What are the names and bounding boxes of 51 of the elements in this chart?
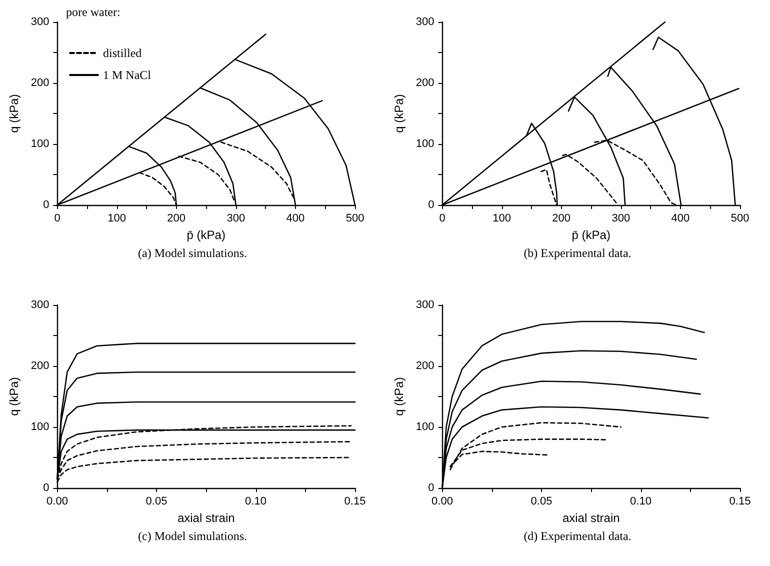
x-tick-label: 300 bbox=[226, 212, 246, 224]
x-axis-title: axial strain bbox=[562, 510, 620, 525]
x-tick-label: 0 bbox=[439, 212, 446, 224]
y-tick-label: 200 bbox=[416, 360, 434, 372]
x-axis-title: p̄ (kPa) bbox=[186, 228, 226, 242]
y-tick-label: 300 bbox=[30, 16, 50, 28]
legend-label: 1 M NaCl bbox=[103, 68, 152, 82]
x-tick-label: 0.00 bbox=[432, 496, 453, 508]
text: (d) Experimental data. bbox=[524, 529, 632, 543]
x-tick-label: 400 bbox=[671, 212, 690, 224]
x-tick-label: 0.05 bbox=[530, 496, 552, 508]
x-axis-title: axial strain bbox=[177, 510, 235, 525]
x-tick-label: 0 bbox=[54, 212, 60, 224]
x-tick-label: 0.10 bbox=[245, 496, 266, 508]
x-axis-title: p̄ (kPa) bbox=[572, 228, 610, 242]
y-tick-label: 300 bbox=[416, 16, 434, 28]
y-tick-label: 200 bbox=[30, 77, 50, 89]
x-tick-label: 500 bbox=[730, 212, 750, 224]
y-tick-label: 200 bbox=[30, 360, 50, 372]
y-axis-title: q (kPa) bbox=[7, 94, 21, 133]
legend-title: pore water: bbox=[66, 5, 120, 19]
x-tick-label: 0.00 bbox=[46, 496, 68, 508]
y-tick-label: 0 bbox=[428, 199, 434, 211]
text: (a) Model simulations. bbox=[138, 246, 247, 260]
y-axis-title: q (kPa) bbox=[7, 377, 21, 416]
x-tick-label: 100 bbox=[492, 212, 511, 224]
x-tick-label: 0.15 bbox=[344, 496, 366, 508]
y-tick-label: 100 bbox=[30, 421, 50, 433]
y-tick-label: 300 bbox=[30, 299, 50, 311]
y-tick-label: 0 bbox=[43, 482, 50, 494]
x-tick-label: 500 bbox=[346, 212, 364, 224]
y-axis-title: q (kPa) bbox=[392, 94, 406, 133]
y-tick-label: 100 bbox=[416, 138, 434, 150]
x-tick-label: 300 bbox=[612, 212, 630, 224]
y-tick-label: 300 bbox=[416, 299, 434, 311]
x-tick-label: 200 bbox=[552, 212, 571, 224]
text: (b) Experimental data. bbox=[524, 246, 632, 260]
text: (c) Model simulations. bbox=[138, 529, 247, 543]
x-tick-label: 400 bbox=[286, 212, 305, 224]
x-tick-label: 0.15 bbox=[729, 496, 751, 508]
y-axis-title: q (kPa) bbox=[392, 377, 406, 416]
y-tick-label: 100 bbox=[30, 138, 50, 150]
x-tick-label: 0.10 bbox=[630, 496, 652, 508]
y-tick-label: 0 bbox=[428, 482, 434, 494]
y-tick-label: 200 bbox=[416, 77, 434, 89]
y-tick-label: 0 bbox=[43, 199, 50, 211]
x-tick-label: 0.05 bbox=[146, 496, 168, 508]
x-tick-label: 100 bbox=[108, 212, 126, 224]
x-tick-label: 200 bbox=[167, 212, 186, 224]
legend-label: distilled bbox=[103, 46, 142, 60]
y-tick-label: 100 bbox=[416, 421, 434, 433]
